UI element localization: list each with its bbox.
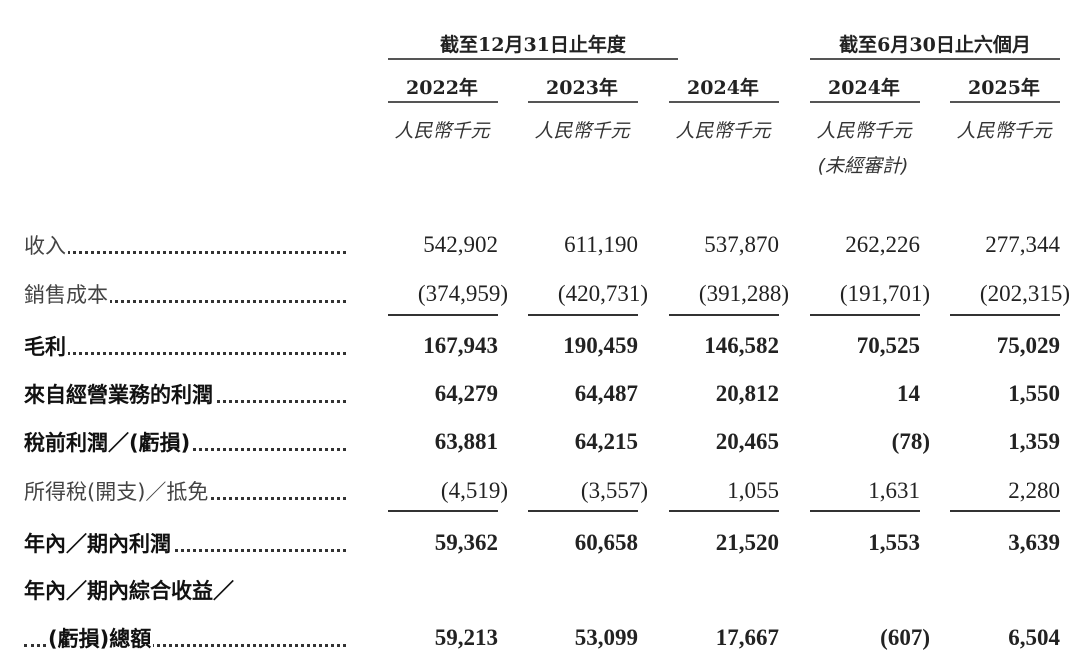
cell-value: 262,226 bbox=[845, 232, 920, 257]
row-label: 銷售成本 bbox=[24, 279, 346, 309]
table-row: (虧損)總額 59,213 53,099 17,667 (607) 6,504 bbox=[0, 623, 1080, 659]
group-header-interim: 截至6月30日止六個月 bbox=[839, 34, 1031, 56]
cell-value: (607) bbox=[880, 625, 930, 650]
row-label: 所得稅(開支)／抵免 bbox=[24, 476, 346, 506]
column-unit: 人民幣千元 bbox=[956, 120, 1052, 142]
cell-value: 70,525 bbox=[856, 333, 920, 358]
divider bbox=[810, 101, 920, 103]
cell-value: 75,029 bbox=[996, 333, 1060, 358]
column-unit: 人民幣千元 bbox=[816, 120, 912, 142]
cell-value: 1,550 bbox=[1008, 381, 1060, 406]
row-label: 來自經營業務的利潤 bbox=[24, 379, 346, 409]
table-row: 來自經營業務的利潤 64,279 64,487 20,812 14 1,550 bbox=[0, 379, 1080, 415]
cell-value: (191,701) bbox=[839, 281, 930, 306]
cell-value: 1,553 bbox=[868, 530, 920, 555]
table-row: 銷售成本 (374,959) (420,731) (391,288) (191,701… bbox=[0, 279, 1080, 315]
subtotal-rule bbox=[810, 510, 920, 512]
column-year: 2025年 bbox=[968, 77, 1040, 99]
subtotal-rule bbox=[388, 510, 498, 512]
row-label: (虧損)總額 bbox=[24, 623, 346, 653]
divider bbox=[388, 58, 678, 60]
cell-value: 64,215 bbox=[574, 429, 638, 454]
table-row: 年內／期內利潤 59,362 60,658 21,520 1,553 3,639 bbox=[0, 528, 1080, 564]
subtotal-rule bbox=[528, 510, 638, 512]
table-row: 毛利 167,943 190,459 146,582 70,525 75,029 bbox=[0, 331, 1080, 367]
row-label: 收入 bbox=[24, 230, 346, 260]
cell-value: 17,667 bbox=[715, 625, 779, 650]
cell-value: 64,279 bbox=[434, 381, 498, 406]
column-unit: 人民幣千元 bbox=[394, 120, 490, 142]
divider bbox=[528, 101, 638, 103]
cell-value: (202,315) bbox=[979, 281, 1070, 306]
row-label: 年內／期內利潤 bbox=[24, 528, 346, 558]
cell-value: 20,812 bbox=[715, 381, 779, 406]
cell-value: 3,639 bbox=[1008, 530, 1060, 555]
table-row: 年內／期內綜合收益／ bbox=[0, 575, 1080, 611]
cell-value: 14 bbox=[897, 381, 920, 406]
cell-value: (374,959) bbox=[417, 281, 508, 306]
cell-value: (78) bbox=[891, 429, 930, 454]
cell-value: 60,658 bbox=[574, 530, 638, 555]
divider bbox=[810, 58, 1060, 60]
subtotal-rule bbox=[669, 314, 779, 316]
cell-value: 537,870 bbox=[704, 232, 779, 257]
table-row: 所得稅(開支)／抵免 (4,519) (3,557) 1,055 1,631 2,280 bbox=[0, 476, 1080, 512]
cell-value: 1,055 bbox=[727, 478, 779, 503]
table-row: 稅前利潤／(虧損) 63,881 64,215 20,465 (78) 1,359 bbox=[0, 427, 1080, 463]
cell-value: 2,280 bbox=[1008, 478, 1060, 503]
column-unit: 人民幣千元 bbox=[534, 120, 630, 142]
cell-value: 20,465 bbox=[715, 429, 779, 454]
cell-value: (420,731) bbox=[557, 281, 648, 306]
row-label: 年內／期內綜合收益／ bbox=[24, 579, 236, 603]
cell-value: (3,557) bbox=[580, 478, 648, 503]
row-label: 稅前利潤／(虧損) bbox=[24, 427, 346, 457]
group-header-annual: 截至12月31日止年度 bbox=[440, 34, 626, 56]
cell-value: 277,344 bbox=[985, 232, 1060, 257]
cell-value: 190,459 bbox=[563, 333, 638, 358]
column-year: 2024年 bbox=[687, 77, 759, 99]
row-label: 毛利 bbox=[24, 331, 346, 361]
divider bbox=[950, 101, 1060, 103]
cell-value: 59,213 bbox=[434, 625, 498, 650]
column-year: 2022年 bbox=[406, 77, 478, 99]
cell-value: 1,631 bbox=[868, 478, 920, 503]
table-row: 收入 542,902 611,190 537,870 262,226 277,344 bbox=[0, 230, 1080, 266]
cell-value: (391,288) bbox=[698, 281, 789, 306]
cell-value: 1,359 bbox=[1008, 429, 1060, 454]
cell-value: 611,190 bbox=[564, 232, 638, 257]
cell-value: 64,487 bbox=[574, 381, 638, 406]
cell-value: 53,099 bbox=[574, 625, 638, 650]
column-note: (未經審計) bbox=[817, 155, 909, 177]
cell-value: 63,881 bbox=[434, 429, 498, 454]
column-year: 2024年 bbox=[828, 77, 900, 99]
column-unit: 人民幣千元 bbox=[675, 120, 771, 142]
cell-value: 6,504 bbox=[1008, 625, 1060, 650]
subtotal-rule bbox=[950, 314, 1060, 316]
column-year: 2023年 bbox=[546, 77, 618, 99]
subtotal-rule bbox=[950, 510, 1060, 512]
subtotal-rule bbox=[810, 314, 920, 316]
cell-value: 167,943 bbox=[423, 333, 498, 358]
subtotal-rule bbox=[528, 314, 638, 316]
cell-value: 542,902 bbox=[423, 232, 498, 257]
subtotal-rule bbox=[388, 314, 498, 316]
cell-value: 21,520 bbox=[715, 530, 779, 555]
cell-value: 146,582 bbox=[704, 333, 779, 358]
divider bbox=[388, 101, 498, 103]
subtotal-rule bbox=[669, 510, 779, 512]
cell-value: 59,362 bbox=[434, 530, 498, 555]
divider bbox=[669, 101, 779, 103]
cell-value: (4,519) bbox=[440, 478, 508, 503]
